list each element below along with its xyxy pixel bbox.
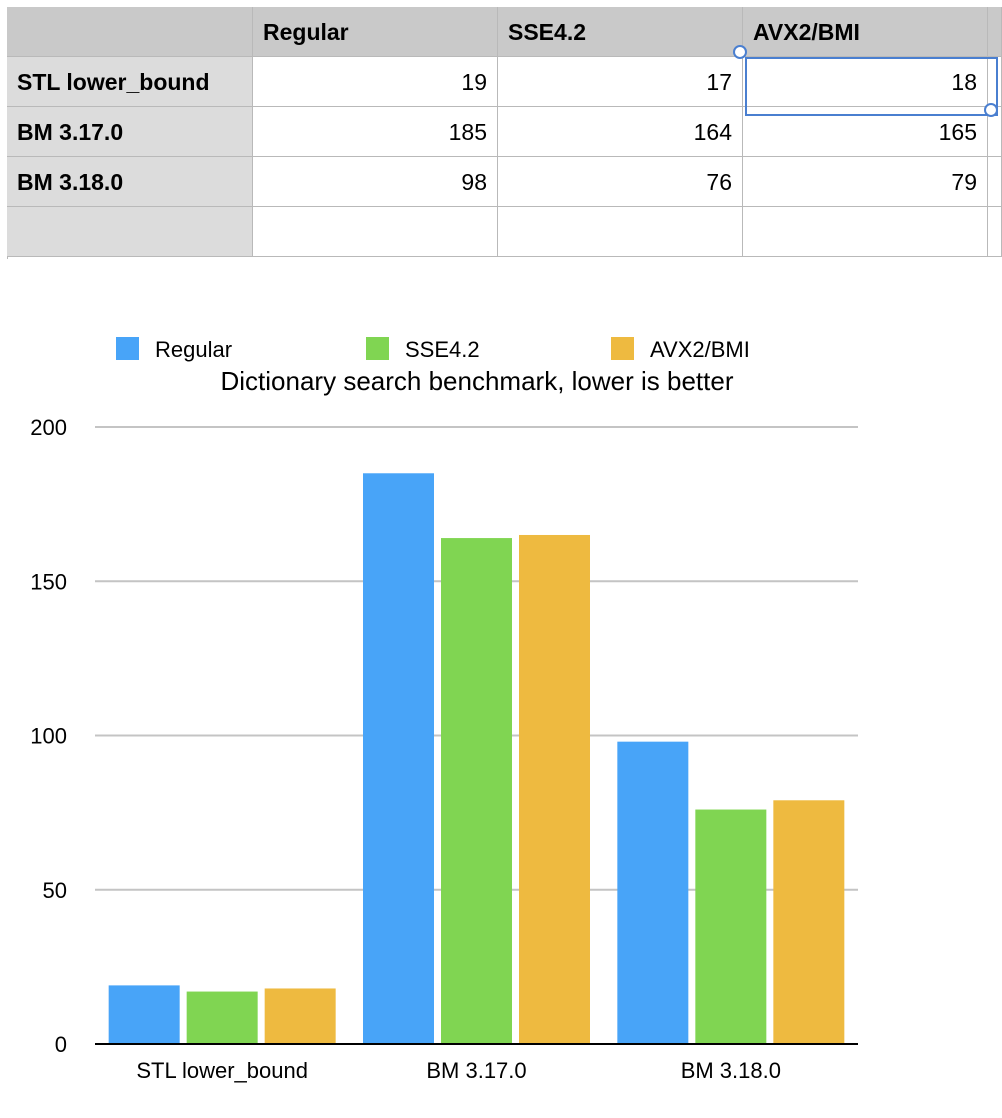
y-tick-label: 100 [30,724,67,749]
x-axis-category-labels: STL lower_bound BM 3.17.0 BM 3.18.0 [136,1058,781,1083]
bar-chart: Regular SSE4.2 AVX2/BMI Dictionary search … [30,337,858,1083]
table-cell[interactable] [988,157,1002,207]
bar [186,991,258,1044]
table-cell[interactable]: 17 [498,57,743,107]
chart-legend: Regular SSE4.2 AVX2/BMI [116,337,750,362]
y-tick-label: 0 [55,1032,67,1057]
selection-handle-bottom-right[interactable] [984,103,998,117]
bar [773,800,845,1044]
column-header-extra[interactable] [988,7,1002,57]
bar [363,473,434,1044]
row-header-empty[interactable] [7,207,253,257]
bar [108,985,180,1044]
data-table: Regular SSE4.2 AVX2/BMI STL lower_bound … [7,7,1002,259]
table-cell[interactable]: 76 [498,157,743,207]
legend-label: Regular [155,337,232,362]
row-header-bm-3-18-0[interactable]: BM 3.18.0 [7,157,253,207]
chart-title: Dictionary search benchmark, lower is be… [221,366,734,396]
column-header-avx2-bmi[interactable]: AVX2/BMI [743,7,988,57]
y-tick-label: 150 [30,569,67,594]
table-cell[interactable] [988,207,1002,257]
table-cell[interactable]: 185 [253,107,498,157]
legend-label: SSE4.2 [405,337,480,362]
selection-handle-top-left[interactable] [733,45,747,59]
y-tick-label: 200 [30,415,67,440]
legend-swatch [116,337,139,360]
bar [441,538,512,1044]
cell-selection-outline [745,57,998,116]
x-category-label: STL lower_bound [136,1058,308,1083]
bar [695,809,767,1044]
legend-label: AVX2/BMI [650,337,750,362]
table-cell[interactable] [743,207,988,257]
y-axis-tick-labels: 0 50 100 150 200 [30,415,67,1057]
row-header-bm-3-17-0[interactable]: BM 3.17.0 [7,107,253,157]
column-header-sse42[interactable]: SSE4.2 [498,7,743,57]
table-cell[interactable] [498,207,743,257]
table-cell-selected[interactable]: 18 [743,57,988,107]
x-category-label: BM 3.18.0 [681,1058,781,1083]
bar [617,741,689,1044]
y-tick-label: 50 [43,878,67,903]
bar [519,534,590,1044]
table-cell[interactable]: 98 [253,157,498,207]
table-cell[interactable]: 79 [743,157,988,207]
bar [264,988,336,1044]
chart-bars [108,473,845,1044]
legend-swatch [366,337,389,360]
table-corner-cell[interactable] [7,7,253,57]
table-cell[interactable]: 19 [253,57,498,107]
row-header-stl-lower-bound[interactable]: STL lower_bound [7,57,253,107]
column-header-regular[interactable]: Regular [253,7,498,57]
x-category-label: BM 3.17.0 [426,1058,526,1083]
table-cell[interactable] [253,207,498,257]
legend-swatch [611,337,634,360]
table-cell[interactable]: 164 [498,107,743,157]
